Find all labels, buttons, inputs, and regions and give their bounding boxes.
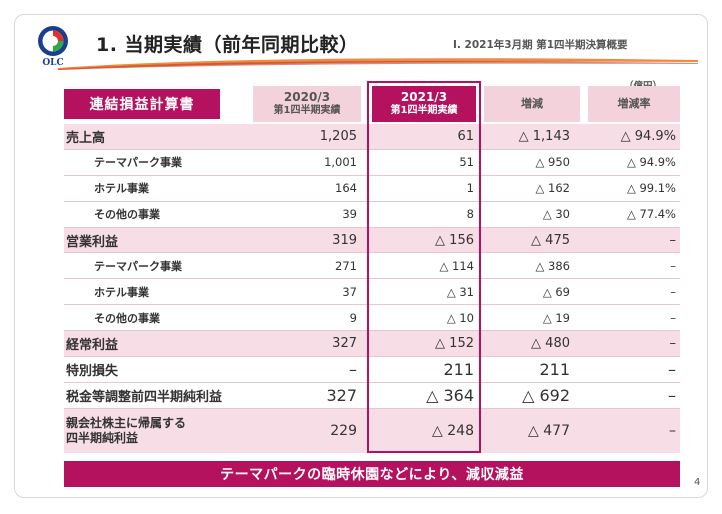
value-change: △ 386 [535,258,570,273]
value-2020: 319 [332,232,357,248]
value-change: 211 [539,359,570,379]
table-row: 特別損失 – 211 211 – [64,357,680,383]
value-change: △ 162 [535,181,570,196]
header-swoosh [58,58,698,70]
col-header-change-rate: 増減率 [588,86,680,122]
row-label: テーマパーク事業 [94,259,182,273]
value-change-rate: – [670,258,676,273]
table-row: テーマパーク事業 1,001 51 △ 950 △ 94.9% [64,150,680,176]
value-change-rate: – [668,359,676,379]
row-label: 特別損失 [66,363,119,379]
value-2021: △ 248 [432,422,474,439]
value-2020: 327 [326,385,357,405]
row-label: その他の事業 [94,311,160,325]
value-2021: △ 10 [446,310,474,325]
slide-frame [14,14,708,498]
col-2021-period: 第1四半期実績 [390,105,458,117]
row-label-line2: 四半期純利益 [66,430,139,445]
value-change: △ 69 [542,284,570,299]
row-label: 売上高 [66,130,106,146]
table-row: 親会社株主に帰属する 四半期純利益 229 △ 248 △ 477 – [64,408,680,453]
value-change-rate: – [669,336,677,352]
table-title: 連結損益計算書 [64,89,220,119]
value-2020: 1,205 [319,128,357,144]
value-2021: 61 [457,128,474,144]
col-header-2021: 2021/3 第1四半期実績 [372,86,476,122]
row-label: 税金等調整前四半期純利益 [66,389,223,405]
value-change-rate: △ 94.9% [620,128,676,144]
row-label: 経常利益 [66,338,119,354]
value-change-rate: – [668,385,676,405]
summary-banner: テーマパークの臨時休園などにより、減収減益 [64,461,680,487]
value-change: △ 1,143 [518,128,570,144]
value-2021: △ 152 [435,336,474,352]
value-2021: 8 [466,207,474,222]
row-label: 親会社株主に帰属する 四半期純利益 [64,409,256,453]
col-2020-year: 2020/3 [283,90,331,105]
table-row: その他の事業 9 △ 10 △ 19 – [64,305,680,332]
value-2021: 1 [466,181,474,196]
value-2020: – [349,359,357,379]
value-change: △ 30 [542,207,570,222]
value-2020: 39 [342,207,357,222]
value-change-rate: – [670,284,676,299]
value-change-rate: – [669,232,677,248]
col-header-2020: 2020/3 第1四半期実績 [253,86,361,122]
value-2021: △ 114 [439,258,474,273]
olc-logo-icon [38,26,68,56]
value-2020: 1,001 [324,155,357,170]
table-row: その他の事業 39 8 △ 30 △ 77.4% [64,202,680,228]
value-2021: 211 [443,359,474,379]
value-change: △ 480 [531,336,570,352]
logo-text: OLC [42,58,64,68]
value-change: △ 692 [522,385,570,405]
value-change-rate: △ 99.1% [626,181,676,196]
table-row: ホテル事業 37 △ 31 △ 69 – [64,279,680,306]
value-change: △ 477 [528,422,570,439]
table-row: 営業利益 319 △ 156 △ 475 – [64,227,680,254]
company-logo: OLC [32,25,74,71]
col-2020-period: 第1四半期実績 [273,105,341,117]
value-2020: 327 [332,336,357,352]
row-label: その他の事業 [94,208,160,222]
value-change-rate: △ 77.4% [626,207,676,222]
page-title: 1. 当期実績（前年同期比較） [96,34,359,56]
row-label: テーマパーク事業 [94,156,182,170]
value-change: △ 950 [535,155,570,170]
value-2021: △ 31 [446,284,474,299]
row-label: ホテル事業 [94,182,149,196]
pl-table: 売上高 1,205 61 △ 1,143 △ 94.9% テーマパーク事業 1,… [64,124,680,453]
table-row: 税金等調整前四半期純利益 327 △ 364 △ 692 – [64,383,680,409]
value-2021: △ 364 [426,385,474,405]
row-label: ホテル事業 [94,285,149,299]
value-2020: 9 [349,310,357,325]
table-row: 売上高 1,205 61 △ 1,143 △ 94.9% [64,124,680,150]
value-2021: 51 [459,155,474,170]
col-header-change: 増減 [484,86,580,122]
value-change: △ 475 [531,232,570,248]
table-row: 経常利益 327 △ 152 △ 480 – [64,331,680,358]
value-change: △ 19 [542,310,570,325]
col-2021-year: 2021/3 [400,90,448,105]
section-label: Ⅰ. 2021年3月期 第1四半期決算概要 [453,39,628,51]
value-2020: 229 [330,422,357,439]
value-2021: △ 156 [435,232,474,248]
row-label-line1: 親会社株主に帰属する [66,416,187,431]
value-change-rate: – [669,422,676,439]
table-row: ホテル事業 164 1 △ 162 △ 99.1% [64,176,680,202]
row-label: 営業利益 [66,234,119,250]
value-2020: 37 [342,284,357,299]
table-row: テーマパーク事業 271 △ 114 △ 386 – [64,253,680,280]
value-2020: 271 [335,258,357,273]
value-change-rate: △ 94.9% [626,155,676,170]
value-change-rate: – [670,310,676,325]
page-number: 4 [694,477,701,488]
value-2020: 164 [335,181,357,196]
